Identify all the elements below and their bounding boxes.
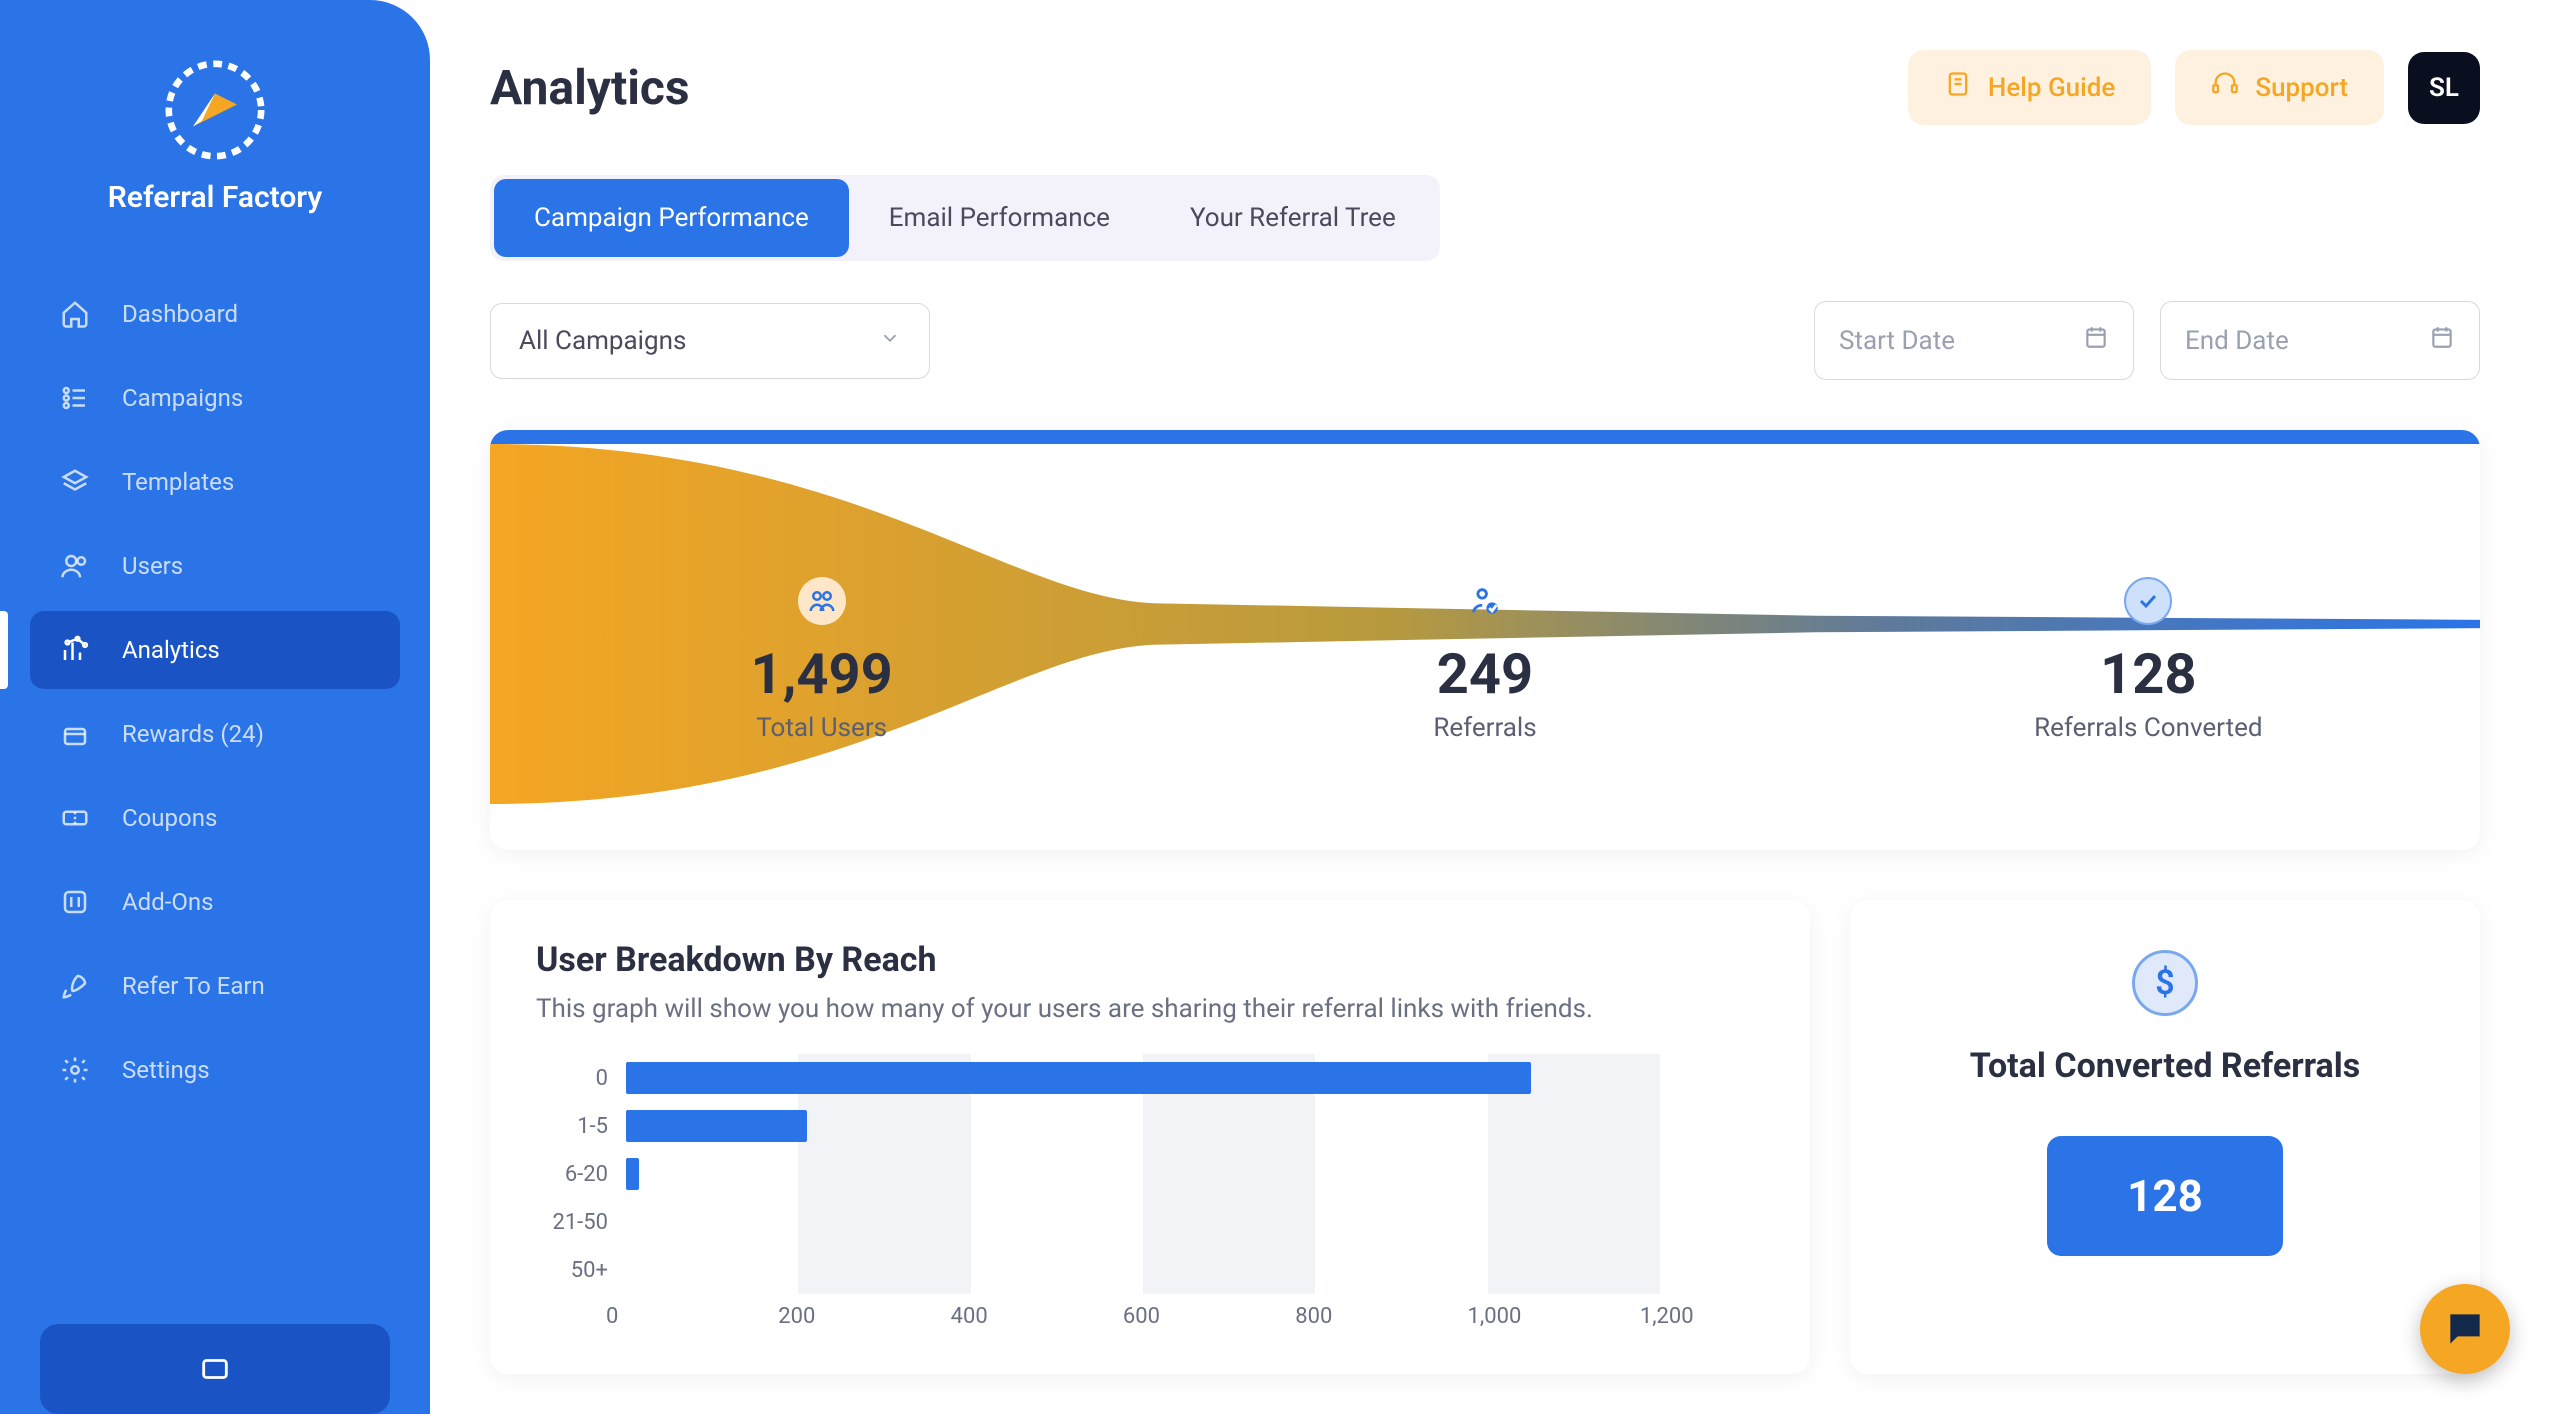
hbar-tick: 200 <box>778 1304 815 1329</box>
campaign-select-value: All Campaigns <box>519 326 686 356</box>
start-date-placeholder: Start Date <box>1839 326 1955 356</box>
analytics-icon <box>58 633 92 667</box>
sidebar-item-label: Campaigns <box>122 384 243 412</box>
top-actions: Help Guide Support SL <box>1908 50 2480 125</box>
avatar[interactable]: SL <box>2408 52 2480 124</box>
breakdown-card: User Breakdown By Reach This graph will … <box>490 900 1810 1374</box>
hbar-bar <box>626 1158 639 1190</box>
support-label: Support <box>2255 73 2348 103</box>
layers-icon <box>58 465 92 499</box>
sidebar-item-label: Users <box>122 552 183 580</box>
calendar-icon <box>2429 324 2455 357</box>
chevron-down-icon <box>879 326 901 356</box>
brand-logo-icon <box>155 50 275 170</box>
gear-icon <box>58 1053 92 1087</box>
hbar-tick: 1,200 <box>1640 1304 1694 1329</box>
sidebar-item-coupons[interactable]: Coupons <box>30 779 400 857</box>
sidebar-item-label: Templates <box>122 468 234 496</box>
list-icon <box>58 381 92 415</box>
funnel-topbar <box>490 430 2480 444</box>
sidebar-item-campaigns[interactable]: Campaigns <box>30 359 400 437</box>
ticket-icon <box>58 801 92 835</box>
sidebar-item-rewards[interactable]: Rewards (24) <box>30 695 400 773</box>
hbar-row: 1-5 <box>536 1102 1764 1150</box>
sidebar-item-settings[interactable]: Settings <box>30 1031 400 1109</box>
sidebar-item-users[interactable]: Users <box>30 527 400 605</box>
hbar-tick: 800 <box>1295 1304 1332 1329</box>
hbar-row: 0 <box>536 1054 1764 1102</box>
end-date-placeholder: End Date <box>2185 326 2289 356</box>
breakdown-title: User Breakdown By Reach <box>536 940 1764 980</box>
campaign-select[interactable]: All Campaigns <box>490 303 930 379</box>
date-range: Start Date End Date <box>1814 301 2480 380</box>
funnel-card: 1,499 Total Users 249 Referrals 128 Refe… <box>490 430 2480 850</box>
hbar-tick: 1,000 <box>1468 1304 1522 1329</box>
sidebar-item-analytics[interactable]: Analytics <box>30 611 400 689</box>
support-button[interactable]: Support <box>2175 50 2384 125</box>
brand-name: Referral Factory <box>108 180 323 215</box>
filter-row: All Campaigns Start Date End Date <box>490 301 2480 380</box>
users-icon <box>58 549 92 583</box>
sidebar-item-addons[interactable]: Add-Ons <box>30 863 400 941</box>
calendar-icon <box>2083 324 2109 357</box>
gift-icon <box>58 717 92 751</box>
brand-block: Referral Factory <box>0 50 430 215</box>
sidebar-item-refer[interactable]: Refer To Earn <box>30 947 400 1025</box>
hbar-category-label: 21-50 <box>536 1210 626 1235</box>
hbar-tick: 600 <box>1123 1304 1160 1329</box>
tab-campaign-performance[interactable]: Campaign Performance <box>494 179 849 257</box>
hbar-row: 21-50 <box>536 1198 1764 1246</box>
page-title: Analytics <box>490 59 690 116</box>
sidebar: Referral Factory Dashboard Campaigns Tem… <box>0 0 430 1414</box>
converted-card: $ Total Converted Referrals 128 <box>1850 900 2480 1374</box>
sidebar-item-label: Settings <box>122 1056 210 1084</box>
tab-referral-tree[interactable]: Your Referral Tree <box>1150 179 1436 257</box>
hbar-category-label: 6-20 <box>536 1162 626 1187</box>
hbar-tick: 0 <box>606 1304 618 1329</box>
converted-title: Total Converted Referrals <box>1970 1046 2360 1086</box>
sidebar-item-label: Analytics <box>122 636 220 664</box>
sidebar-item-label: Refer To Earn <box>122 972 265 1000</box>
grid-icon <box>58 885 92 919</box>
sidebar-item-label: Add-Ons <box>122 888 214 916</box>
home-icon <box>58 297 92 331</box>
sidebar-nav: Dashboard Campaigns Templates Users Anal… <box>0 275 430 1109</box>
help-guide-button[interactable]: Help Guide <box>1908 50 2151 125</box>
bottom-row: User Breakdown By Reach This graph will … <box>490 900 2480 1374</box>
dollar-icon: $ <box>2132 950 2198 1016</box>
tab-email-performance[interactable]: Email Performance <box>849 179 1150 257</box>
sidebar-item-dashboard[interactable]: Dashboard <box>30 275 400 353</box>
breakdown-chart: 0 1-5 6-20 21-50 50+ 0 200 400 600 800 1,000 1,200 <box>536 1054 1764 1334</box>
converted-value: 128 <box>2047 1136 2283 1256</box>
help-guide-label: Help Guide <box>1988 73 2115 103</box>
sidebar-cta-button[interactable] <box>40 1324 390 1414</box>
hbar-category-label: 0 <box>536 1066 626 1091</box>
hbar-category-label: 1-5 <box>536 1114 626 1139</box>
hbar-row: 6-20 <box>536 1150 1764 1198</box>
start-date-input[interactable]: Start Date <box>1814 301 2134 380</box>
end-date-input[interactable]: End Date <box>2160 301 2480 380</box>
rocket-icon <box>58 969 92 1003</box>
main-content: Analytics Help Guide Support SL Campaign… <box>430 0 2560 1414</box>
hbar-bar <box>626 1110 807 1142</box>
chat-fab[interactable] <box>2420 1284 2510 1374</box>
funnel-shape <box>490 444 2480 804</box>
sidebar-bottom <box>0 1324 430 1414</box>
hbar-category-label: 50+ <box>536 1258 626 1283</box>
sidebar-item-templates[interactable]: Templates <box>30 443 400 521</box>
topbar: Analytics Help Guide Support SL <box>490 50 2480 125</box>
tabs: Campaign Performance Email Performance Y… <box>490 175 1440 261</box>
sidebar-item-label: Rewards (24) <box>122 720 264 748</box>
sidebar-item-label: Dashboard <box>122 300 238 328</box>
hbar-row: 50+ <box>536 1246 1764 1294</box>
hbar-tick: 400 <box>951 1304 988 1329</box>
headset-icon <box>2211 70 2239 105</box>
book-icon <box>1944 70 1972 105</box>
breakdown-subtitle: This graph will show you how many of you… <box>536 994 1764 1024</box>
hbar-bar <box>626 1062 1531 1094</box>
sidebar-item-label: Coupons <box>122 804 217 832</box>
